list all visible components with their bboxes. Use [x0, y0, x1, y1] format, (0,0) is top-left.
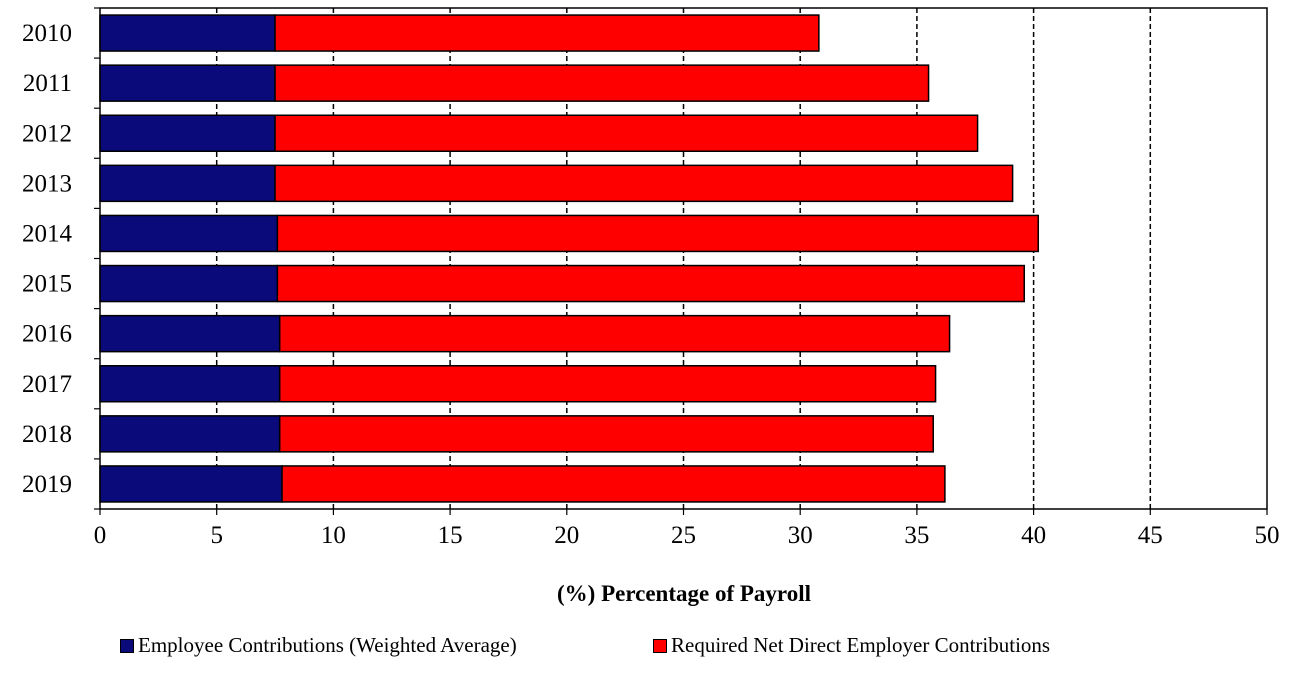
x-tick-label-0: 0 [94, 522, 107, 549]
bar-employer-2018 [278, 415, 934, 453]
legend-item-employer: Required Net Direct Employer Contributio… [653, 633, 1050, 658]
axes [94, 7, 1268, 515]
legend: Employee Contributions (Weighted Average… [0, 633, 1297, 663]
bar-employer-2016 [278, 314, 951, 353]
bar-employer-2019 [281, 465, 946, 503]
y-tick-label-2014: 2014 [22, 220, 73, 247]
bar-employee-2014 [99, 214, 279, 253]
y-tick-label-2013: 2013 [22, 170, 72, 197]
bar-employee-2016 [99, 314, 281, 353]
bar-employee-2013 [99, 164, 276, 203]
bar-employer-2010 [274, 14, 820, 52]
x-tick-label-40: 40 [1021, 522, 1046, 549]
y-tick-label-2015: 2015 [22, 271, 72, 298]
legend-item-employee: Employee Contributions (Weighted Average… [120, 633, 517, 658]
bar-employer-2014 [276, 214, 1040, 253]
y-tick-label-2019: 2019 [22, 471, 72, 498]
x-tick-label-20: 20 [554, 522, 579, 549]
x-axis-title: (%) Percentage of Payroll [557, 581, 811, 606]
bar-employee-2011 [99, 64, 276, 102]
legend-swatch-employer [653, 638, 667, 653]
bar-employer-2012 [274, 114, 979, 152]
bar-employee-2015 [99, 264, 279, 303]
x-tick-label-10: 10 [321, 522, 346, 549]
bar-employer-2011 [274, 64, 930, 102]
y-tick-label-2011: 2011 [23, 70, 72, 97]
bar-employee-2010 [99, 14, 276, 52]
y-tick-label-2016: 2016 [22, 321, 72, 348]
bar-employee-2019 [99, 465, 283, 503]
x-tick-label-30: 30 [788, 522, 813, 549]
x-tick-label-45: 45 [1138, 522, 1163, 549]
x-tick-label-25: 25 [671, 522, 696, 549]
x-tick-label-35: 35 [904, 522, 929, 549]
bar-employer-2017 [278, 365, 937, 403]
legend-swatch-employee [120, 638, 134, 653]
tick-labels: 2010201120122013201420152016201720182019… [22, 20, 1280, 549]
bar-employee-2017 [99, 365, 281, 403]
legend-label-employer: Required Net Direct Employer Contributio… [671, 633, 1051, 657]
x-tick-label-5: 5 [210, 522, 223, 549]
legend-label-employee: Employee Contributions (Weighted Average… [138, 633, 517, 657]
bar-employer-2015 [276, 264, 1026, 303]
bar-employer-2013 [274, 164, 1014, 203]
bar-employee-2018 [99, 415, 281, 453]
bars [99, 14, 1040, 503]
y-tick-label-2010: 2010 [22, 20, 72, 47]
y-tick-label-2012: 2012 [22, 120, 72, 147]
y-tick-label-2018: 2018 [22, 421, 72, 448]
x-tick-label-15: 15 [438, 522, 463, 549]
y-tick-label-2017: 2017 [22, 371, 72, 398]
bar-employee-2012 [99, 114, 276, 152]
x-tick-label-50: 50 [1255, 522, 1280, 549]
